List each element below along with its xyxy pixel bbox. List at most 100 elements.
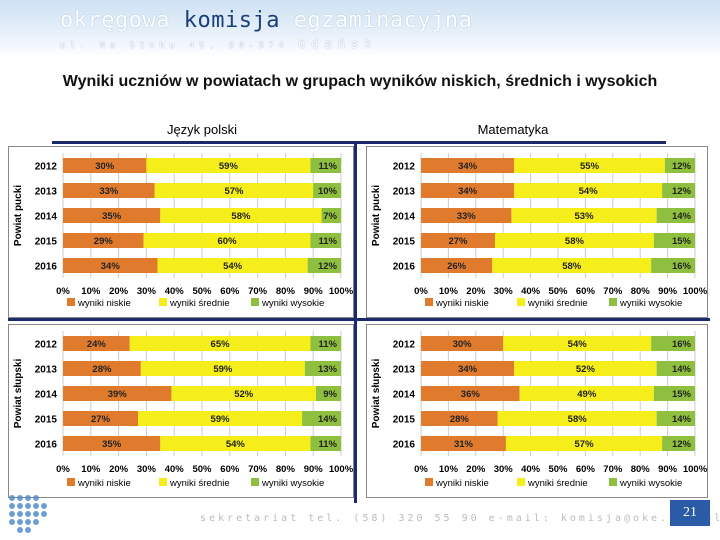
x-tick-label: 90%	[658, 286, 678, 297]
category-label: 2013	[35, 365, 58, 376]
x-tick-label: 80%	[631, 286, 651, 297]
category-label: 2013	[393, 187, 416, 198]
bar-segment	[313, 183, 341, 198]
data-label: 59%	[211, 414, 231, 425]
data-label: 52%	[576, 364, 596, 375]
chart-panel-pucki-polish: Powiat pucki 0% 10% 20% 30% 40% 50% 60% 70% 80% 90…	[8, 146, 354, 318]
y-axis-title: Powiat słupski	[13, 359, 24, 429]
data-label: 7%	[323, 211, 337, 222]
x-tick-label: 50%	[192, 464, 212, 475]
bar-segment	[63, 386, 172, 401]
data-label: 12%	[672, 161, 692, 172]
x-tick-label: 0%	[56, 286, 70, 297]
chart-slupski-math: Powiat słupski 0% 10% 20% 30% 40% 50% 60% 70% 80%…	[371, 331, 707, 489]
legend-swatch	[425, 298, 433, 306]
data-label: 29%	[94, 236, 114, 247]
bar-segment	[129, 336, 311, 351]
data-label: 53%	[575, 211, 595, 222]
x-tick-label: 20%	[466, 464, 486, 475]
data-label: 55%	[580, 161, 600, 172]
x-tick-label: 40%	[165, 464, 185, 475]
data-label: 11%	[319, 161, 338, 172]
data-label: 28%	[92, 364, 112, 375]
legend-swatch	[251, 298, 259, 306]
data-label: 34%	[458, 364, 478, 375]
x-tick-label: 30%	[137, 286, 157, 297]
x-tick-label: 70%	[248, 464, 268, 475]
bar-segment	[63, 233, 144, 248]
data-label: 10%	[318, 186, 338, 197]
data-label: 16%	[672, 261, 692, 272]
data-label: 35%	[102, 211, 122, 222]
data-label: 54%	[568, 339, 588, 350]
legend-swatch	[159, 478, 167, 486]
data-label: 39%	[108, 389, 128, 400]
bar-segment	[63, 258, 158, 273]
data-label: 54%	[226, 439, 246, 450]
x-tick-label: 70%	[248, 286, 268, 297]
bar-segment	[63, 361, 141, 376]
data-label: 54%	[223, 261, 243, 272]
x-tick-label: 100%	[683, 464, 707, 475]
legend-label: wyniki niskie	[77, 478, 131, 489]
legend-swatch	[517, 298, 525, 306]
bar-segment	[505, 436, 663, 451]
legend-label: wyniki wysokie	[261, 298, 324, 309]
data-label: 33%	[457, 211, 477, 222]
legend-swatch	[159, 298, 167, 306]
data-label: 16%	[672, 339, 692, 350]
bar-segment	[421, 336, 504, 351]
data-label: 31%	[454, 439, 474, 450]
data-label: 27%	[91, 414, 111, 425]
bar-segment	[310, 336, 341, 351]
address-city: Gdańsk	[298, 37, 378, 51]
category-label: 2015	[35, 237, 58, 248]
data-label: 27%	[448, 236, 468, 247]
column-divider	[354, 141, 357, 503]
x-tick-label: 50%	[192, 286, 212, 297]
legend-label: wyniki średnie	[169, 478, 230, 489]
legend-label: wyniki średnie	[527, 478, 588, 489]
x-tick-label: 40%	[165, 286, 185, 297]
bar-segment	[160, 208, 322, 223]
legend-label: wyniki średnie	[169, 298, 230, 309]
data-label: 12%	[318, 261, 338, 272]
legend-label: wyniki wysokie	[261, 478, 324, 489]
x-tick-label: 20%	[109, 286, 129, 297]
bar-segment	[143, 233, 311, 248]
x-tick-label: 40%	[521, 464, 541, 475]
data-label: 54%	[579, 186, 599, 197]
data-label: 59%	[213, 364, 233, 375]
legend-label: wyniki niskie	[435, 478, 489, 489]
brand-word-2: komisja	[183, 8, 280, 33]
x-tick-label: 70%	[603, 464, 623, 475]
category-label: 2013	[35, 187, 58, 198]
category-label: 2015	[35, 415, 58, 426]
x-tick-label: 20%	[109, 464, 129, 475]
x-tick-label: 0%	[414, 464, 428, 475]
x-tick-label: 70%	[603, 286, 623, 297]
bar-segment	[651, 336, 695, 351]
legend-swatch	[609, 298, 617, 306]
x-tick-label: 100%	[329, 464, 353, 475]
bar-segment	[656, 208, 695, 223]
y-axis-title: Powiat pucki	[371, 185, 382, 246]
x-tick-label: 30%	[494, 286, 514, 297]
bar-segment	[514, 361, 657, 376]
data-label: 35%	[102, 439, 122, 450]
bar-segment	[653, 386, 695, 401]
data-label: 14%	[672, 364, 692, 375]
legend-swatch	[67, 298, 75, 306]
bar-segment	[651, 258, 695, 273]
data-label: 57%	[575, 439, 595, 450]
bar-segment	[304, 361, 341, 376]
bar-segment	[171, 386, 316, 401]
category-label: 2012	[393, 340, 416, 351]
header-divider-right	[357, 141, 666, 144]
data-label: 34%	[101, 261, 121, 272]
x-tick-label: 30%	[137, 464, 157, 475]
legend-label: wyniki wysokie	[619, 478, 682, 489]
data-label: 60%	[218, 236, 238, 247]
chart-panel-slupski-polish: Powiat słupski 0% 10% 20% 30% 40% 50% 60% 70% 80%…	[8, 324, 354, 498]
bar-segment	[321, 208, 341, 223]
